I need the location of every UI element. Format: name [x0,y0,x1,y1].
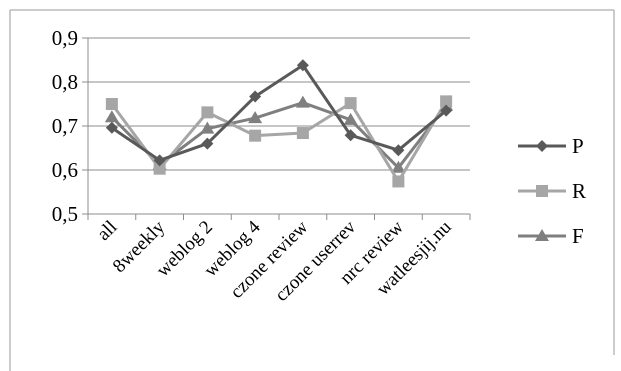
series-P [105,59,453,167]
data-point-R [296,127,309,140]
data-point-R [392,175,405,188]
legend-item-F: F [518,224,584,248]
y-tick-label: 0,8 [52,70,78,94]
legend-label: P [572,134,584,158]
series-line-P [111,63,448,162]
data-point-F [295,95,310,108]
legend-item-P: P [518,134,584,158]
data-point-P [153,154,166,167]
data-point-P [296,59,309,72]
data-point-P [392,144,405,157]
y-tick-label: 0,9 [52,26,78,50]
data-point-P [344,129,357,142]
data-point-R [440,95,453,108]
y-tick-label: 0,5 [52,202,78,226]
series-line-R [110,100,448,183]
legend-marker [536,140,548,152]
data-point-R [344,97,357,110]
data-point-P [249,90,262,103]
legend-label: F [572,224,584,248]
data-point-F [200,121,215,134]
data-point-F [104,110,119,123]
x-category-label: all [93,217,121,245]
data-point-P [201,137,214,150]
data-point-P [440,104,453,117]
data-point-R [153,162,166,175]
data-point-P [105,121,118,134]
y-tick-label: 0,6 [52,158,78,182]
data-point-R [105,98,118,110]
legend-marker [535,229,549,241]
data-point-R [201,106,214,119]
series-R [105,95,453,188]
legend-item-R: R [518,179,586,203]
data-point-F [391,160,406,173]
data-point-R [249,129,262,142]
data-point-F [248,111,263,124]
y-tick-label: 0,7 [52,114,78,138]
legend-label: R [572,179,586,203]
legend-marker [536,185,548,197]
data-point-F [343,112,358,125]
